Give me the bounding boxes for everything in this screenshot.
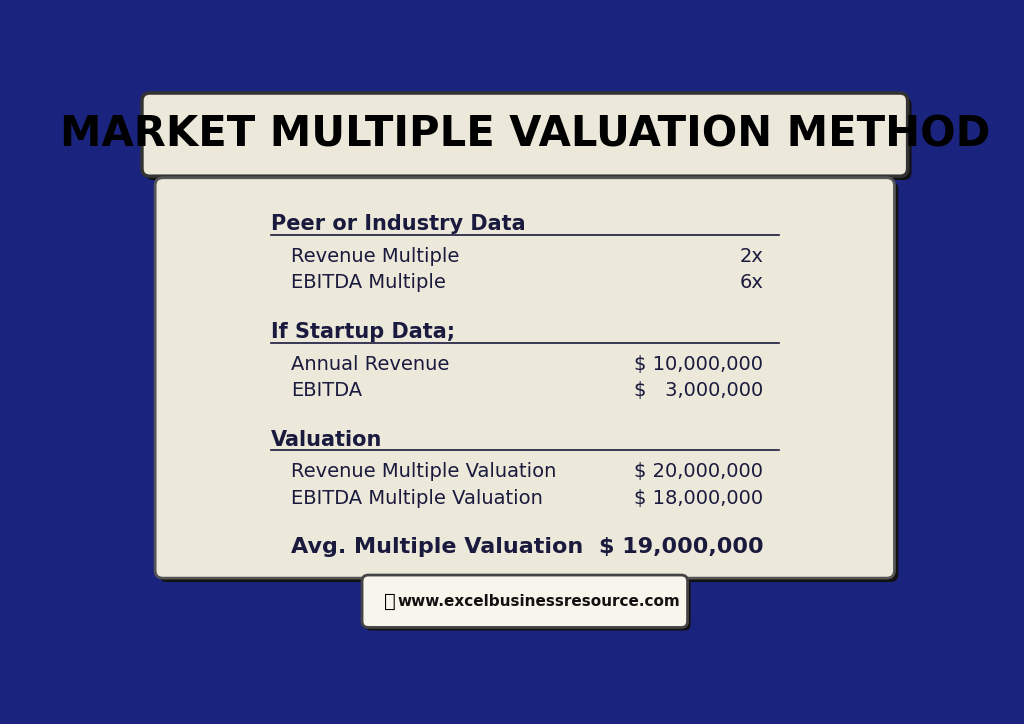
Text: Annual Revenue: Annual Revenue	[291, 355, 450, 374]
Text: 2x: 2x	[739, 247, 764, 266]
Text: EBITDA: EBITDA	[291, 381, 361, 400]
Text: $ 20,000,000: $ 20,000,000	[635, 463, 764, 481]
Text: Valuation: Valuation	[271, 429, 383, 450]
Text: 💡: 💡	[384, 592, 396, 611]
FancyBboxPatch shape	[159, 182, 898, 582]
Text: EBITDA Multiple: EBITDA Multiple	[291, 273, 445, 292]
Text: If Startup Data;: If Startup Data;	[271, 321, 456, 342]
Text: $ 18,000,000: $ 18,000,000	[635, 489, 764, 508]
Text: www.excelbusinessresource.com: www.excelbusinessresource.com	[397, 594, 680, 609]
Text: Revenue Multiple Valuation: Revenue Multiple Valuation	[291, 463, 556, 481]
Text: Peer or Industry Data: Peer or Industry Data	[271, 214, 526, 234]
Text: Revenue Multiple: Revenue Multiple	[291, 247, 459, 266]
Text: Avg. Multiple Valuation: Avg. Multiple Valuation	[291, 537, 583, 557]
FancyBboxPatch shape	[155, 177, 895, 578]
Text: $ 19,000,000: $ 19,000,000	[599, 537, 764, 557]
Text: $   3,000,000: $ 3,000,000	[634, 381, 764, 400]
FancyBboxPatch shape	[366, 578, 690, 631]
Text: MARKET MULTIPLE VALUATION METHOD: MARKET MULTIPLE VALUATION METHOD	[59, 114, 990, 156]
Text: $ 10,000,000: $ 10,000,000	[635, 355, 764, 374]
Text: EBITDA Multiple Valuation: EBITDA Multiple Valuation	[291, 489, 543, 508]
Text: 6x: 6x	[739, 273, 764, 292]
FancyBboxPatch shape	[362, 575, 687, 628]
FancyBboxPatch shape	[142, 93, 907, 176]
FancyBboxPatch shape	[145, 97, 911, 180]
